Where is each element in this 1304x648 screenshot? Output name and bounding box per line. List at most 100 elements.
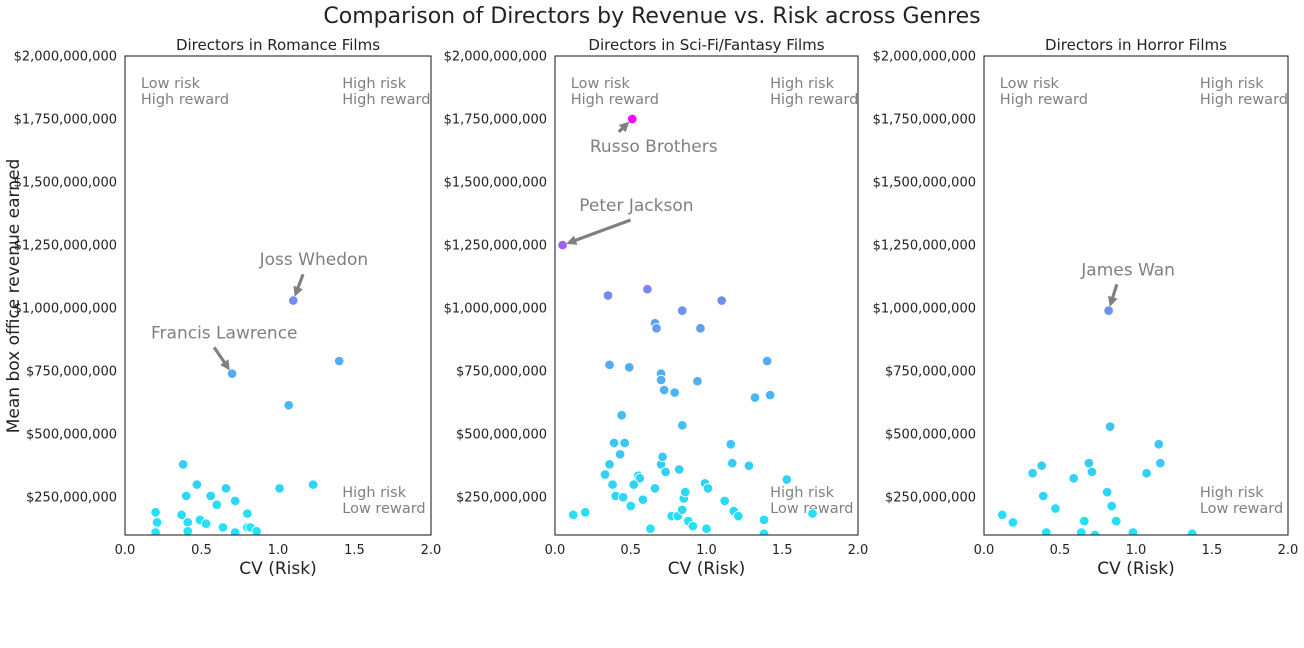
y-tick-label: $1,250,000,000 [444, 239, 547, 254]
x-tick-label: 1.0 [268, 543, 289, 558]
data-point [1007, 517, 1019, 528]
data-point [557, 239, 568, 251]
x-axis-label: CV (Risk) [1097, 559, 1174, 579]
scatter-panel-1: Directors in Romance Films 0.0 0.5 1.0 1.5 2.… [14, 36, 442, 579]
data-point [649, 483, 661, 494]
data-point [1186, 528, 1198, 535]
data-point [637, 494, 649, 505]
data-point [619, 437, 630, 449]
data-point [677, 504, 688, 516]
data-point [680, 486, 691, 498]
data-point [669, 387, 680, 398]
data-point [283, 399, 294, 411]
data-point [642, 283, 653, 295]
data-point [288, 295, 299, 306]
data-point [205, 490, 216, 502]
data-point [996, 509, 1008, 521]
data-point [1103, 305, 1114, 316]
data-point [1079, 515, 1090, 527]
quadrant-label-br: High risk [342, 485, 406, 501]
data-point [1127, 527, 1139, 535]
x-tick-label: 1.0 [1126, 543, 1147, 558]
data-point [599, 469, 611, 480]
data-point [1155, 457, 1166, 469]
data-point [687, 520, 699, 532]
quadrant-label-tl: High reward [571, 92, 659, 108]
data-point [200, 518, 212, 529]
annotation-label: Russo Brothers [590, 137, 718, 157]
data-point [677, 420, 688, 431]
y-tick-label: $750,000,000 [26, 365, 117, 380]
y-tick-label: $1,500,000,000 [873, 176, 976, 191]
scatter-panel-3: Directors in Horror Films 0.0 0.5 1.0 1.5 2.0… [873, 36, 1299, 579]
quadrant-label-tl: High reward [1000, 92, 1088, 108]
data-point [677, 305, 688, 316]
data-point [211, 499, 223, 510]
data-point [1038, 490, 1049, 502]
data-point [602, 290, 614, 301]
y-tick-label: $1,250,000,000 [14, 239, 117, 254]
y-tick-label: $2,000,000,000 [873, 50, 976, 65]
quadrant-label-tr: High risk [1200, 76, 1264, 92]
x-tick-label: 1.5 [1202, 543, 1223, 558]
data-point [617, 491, 629, 503]
panel-title: Directors in Horror Films [1045, 36, 1227, 54]
annotation-label: James Wan [1080, 260, 1175, 280]
data-point [217, 522, 229, 533]
x-tick-label: 0.5 [620, 543, 641, 558]
data-point [658, 384, 670, 396]
y-tick-label: $1,000,000,000 [14, 302, 117, 317]
data-point [180, 490, 192, 502]
quadrant-label-tl: Low risk [1000, 76, 1060, 92]
y-tick-label: $1,250,000,000 [873, 239, 976, 254]
panel-frame [554, 55, 859, 536]
data-point [251, 525, 262, 535]
data-point [749, 392, 761, 403]
data-point [229, 495, 241, 507]
data-point [695, 323, 706, 334]
points-group [557, 113, 818, 535]
data-point [242, 508, 253, 519]
annotation-label: Peter Jackson [579, 196, 693, 216]
scatter-panel-2: Directors in Sci-Fi/Fantasy Films 0.0 0.5 1… [444, 36, 869, 579]
y-tick-label: $500,000,000 [456, 428, 547, 443]
data-point [673, 464, 685, 475]
data-point [177, 459, 189, 470]
quadrant-label-tr: High reward [770, 92, 858, 108]
annotation-arrow [617, 121, 630, 133]
x-tick-label: 0.0 [115, 543, 136, 558]
y-tick-label: $2,000,000,000 [444, 50, 547, 65]
data-point [781, 474, 793, 485]
panel-frame [124, 55, 432, 536]
data-point [727, 457, 738, 469]
quadrant-label-tr: High risk [342, 76, 406, 92]
y-tick-label: $750,000,000 [885, 365, 976, 380]
x-tick-label: 0.0 [974, 543, 995, 558]
quadrant-label-tr: High reward [342, 92, 430, 108]
data-point [743, 460, 755, 471]
data-point [1106, 500, 1117, 512]
data-point [1083, 457, 1095, 469]
y-tick-label: $1,000,000,000 [873, 302, 976, 317]
panel-title: Directors in Romance Films [176, 36, 380, 54]
x-tick-label: 0.5 [1050, 543, 1071, 558]
y-tick-label: $1,750,000,000 [873, 113, 976, 128]
x-axis-label: CV (Risk) [239, 559, 316, 579]
y-tick-label: $500,000,000 [26, 428, 117, 443]
data-point [608, 437, 620, 449]
data-point [1089, 529, 1101, 535]
data-point [182, 517, 193, 528]
x-tick-label: 2.0 [848, 543, 869, 558]
data-point [1036, 460, 1048, 471]
annotation-arrow [566, 218, 632, 245]
x-axis-label: CV (Risk) [668, 559, 745, 579]
quadrant-label-tr: High reward [1200, 92, 1288, 108]
data-point [716, 295, 727, 306]
quadrant-label-br: Low reward [1200, 501, 1283, 517]
data-point [616, 410, 627, 421]
annotation-arrow [1108, 283, 1119, 307]
data-point [1086, 466, 1098, 478]
data-point [607, 479, 618, 490]
data-point [1101, 486, 1113, 498]
y-tick-label: $2,000,000,000 [14, 50, 117, 65]
